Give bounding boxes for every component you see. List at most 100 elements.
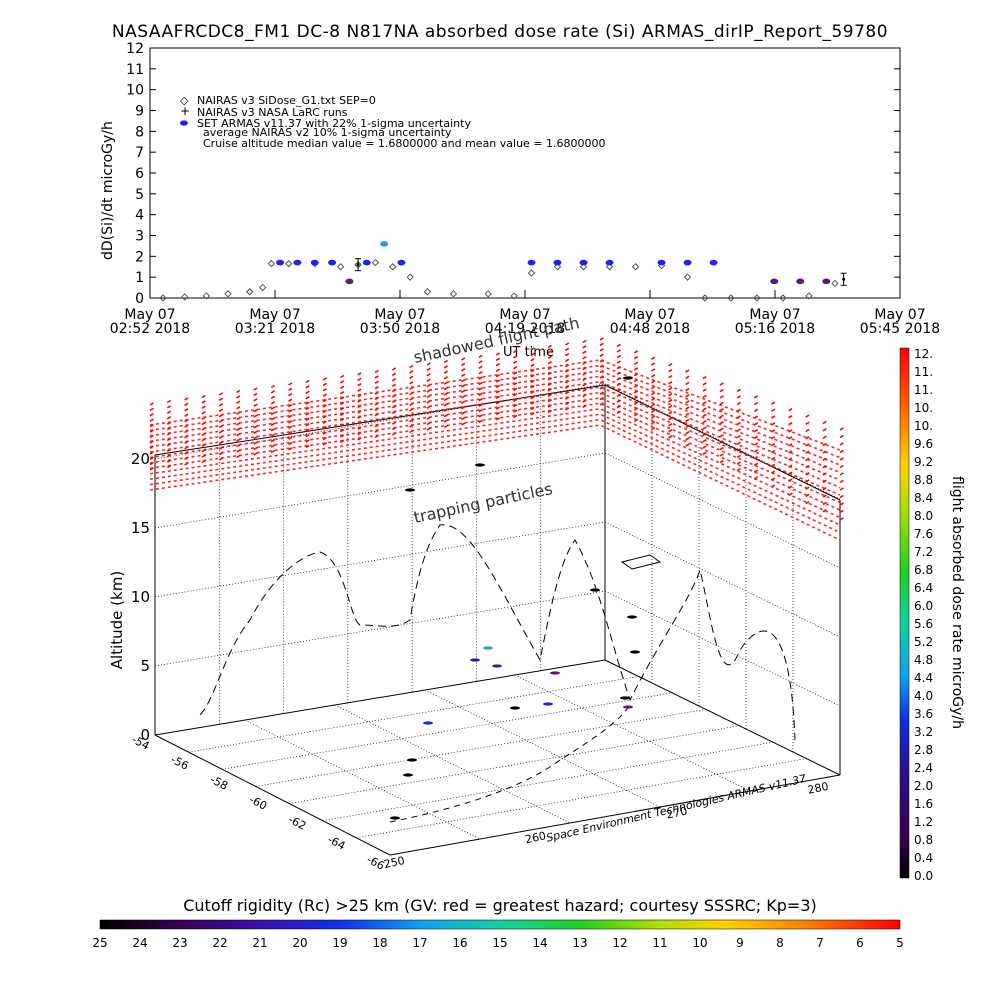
dose-colorbar-label: 11. (914, 383, 933, 397)
dose-marker (510, 706, 520, 710)
dose-colorbar-label: 0.0 (914, 869, 933, 883)
top-y-tick-label: 12 (126, 41, 144, 57)
dose-marker (623, 376, 633, 380)
grid-right-h (604, 521, 841, 638)
mesh-row (149, 352, 846, 454)
armas-point (276, 259, 285, 266)
dose-marker (620, 696, 630, 700)
dose-colorbar-label: 2.4 (914, 761, 933, 775)
top-x-tick-label: 03:21 2018 (235, 321, 315, 337)
grid-back-h (154, 452, 606, 529)
rigidity-colorbar: 25 24 23 22 21 20 19 18 17 16 15 14 13 12 11 10 9 8 7 6 5 (92, 919, 904, 950)
armas-point (527, 259, 536, 266)
legend-item-1: NAIRAS v3 SiDose_G1.txt SEP=0 (197, 94, 376, 107)
nairas-point (202, 292, 211, 300)
dose-colorbar-label: 5.6 (914, 617, 933, 631)
mesh-row (149, 390, 846, 506)
nairas-point (683, 273, 692, 281)
dose-colorbar-label: 11. (914, 365, 933, 379)
grid-floor-a (289, 725, 740, 804)
dose-colorbar-label: 7.2 (914, 545, 933, 559)
avg-point (356, 263, 360, 267)
top-x-tick-label: 04:19 2018 (485, 321, 565, 337)
armas-point (553, 259, 562, 266)
top-y-tick-label: 5 (135, 187, 144, 203)
mesh-row-offset (149, 386, 841, 489)
grid-back-h (154, 383, 606, 460)
top-y-tick-label: 4 (135, 208, 144, 224)
rigidity-colorbar-label: 14 (532, 936, 547, 950)
chart-title: NASAAFRCDC8_FM1 DC-8 N817NA absorbed dos… (111, 22, 889, 42)
dose-colorbar-label: 6.8 (914, 563, 933, 577)
dose-colorbar-label: 0.8 (914, 833, 933, 847)
rigidity-colorbar-label: 12 (612, 936, 627, 950)
rigidity-colorbar-label: 17 (412, 936, 427, 950)
dose-marker (630, 650, 640, 654)
grid-back-h (154, 521, 606, 598)
grid-floor-a (322, 741, 773, 822)
rigidity-colorbar-label: 16 (452, 936, 467, 950)
mesh-row-offset (149, 370, 841, 466)
nairas-point (753, 294, 761, 302)
rigidity-colorbar-label: 10 (692, 936, 707, 950)
rigidity-colorbar-label: 18 (372, 936, 387, 950)
dose-colorbar-label: 10. (914, 419, 933, 433)
top-y-tick-label: 10 (126, 83, 144, 99)
dose-colorbar-label: 4.4 (914, 671, 933, 685)
armas-point (328, 259, 337, 266)
trapping-particles-label: trapping particles (412, 479, 554, 527)
latitude-tick-label: -56 (169, 753, 191, 773)
altitude-tick-label: 0 (140, 726, 150, 744)
top-y-tick-label: 7 (135, 145, 144, 161)
dose-colorbar-label: 8.8 (914, 473, 933, 487)
mesh-row-offset (149, 402, 841, 511)
armas-point (362, 259, 371, 266)
rigidity-colorbar-label: 15 (492, 936, 507, 950)
legend-item-5: Cruise altitude median value = 1.6800000… (203, 137, 606, 150)
three-d-gridlines (154, 383, 841, 840)
mesh-row-offset (149, 424, 841, 541)
mesh-row-offset (149, 391, 841, 496)
dose-marker (550, 671, 560, 675)
nairas-point (180, 293, 189, 301)
rigidity-colorbar-labels: 25 24 23 22 21 20 19 18 17 16 15 14 13 12 11 10 9 8 7 6 5 (92, 936, 903, 950)
nairas-point (285, 259, 293, 268)
mesh-row (149, 341, 846, 439)
mesh-row-offset (149, 359, 841, 451)
legend-armas-icon (180, 120, 188, 126)
grid-back-h (154, 590, 606, 667)
armas-point (293, 259, 302, 266)
altitude-tick-label: 15 (131, 519, 150, 537)
mesh-row-offset (149, 375, 841, 474)
legend-item-2: NAIRAS v3 NASA LaRC runs (197, 106, 348, 119)
dose-colorbar-label: 4.8 (914, 653, 933, 667)
grid-floor-a (188, 676, 639, 753)
longitude-ticks: 250 260 270 280 (383, 780, 830, 871)
dose-colorbar-label: 6.0 (914, 599, 933, 613)
dose-colorbar-label: 6.4 (914, 581, 933, 595)
armas-point (657, 259, 666, 266)
rigidity-colorbar-label: 5 (896, 936, 904, 950)
dose-colorbar-label: 0.4 (914, 851, 933, 865)
top-x-tick-label: May 07 (374, 307, 425, 323)
dose-colorbar-label: 8.0 (914, 509, 933, 523)
top-y-tick-label: 11 (126, 62, 144, 78)
mesh-row-offset (149, 364, 841, 459)
mesh-row-offset (149, 407, 841, 519)
rigidity-colorbar-gradient (99, 919, 901, 930)
nairas-point (406, 273, 414, 281)
dose-marker (423, 721, 433, 725)
grid-right-h (604, 590, 841, 707)
three-d-box (154, 384, 841, 856)
dose-marker (623, 705, 633, 709)
dose-colorbar-label: 1.2 (914, 815, 933, 829)
latitude-ticks: -54-56-58-60-62-64-66 (130, 733, 387, 873)
top-y-tick-label: 6 (135, 166, 144, 182)
trapping-particle-mesh (149, 336, 846, 541)
dose-marker (407, 758, 417, 762)
rigidity-colorbar-label: 22 (212, 936, 227, 950)
dose-colorbar-label: 3.2 (914, 725, 933, 739)
legend-item-4: average NAIRAS v2 10% 1-sigma uncertaint… (203, 126, 452, 139)
legend-item-3: SET ARMAS v11.37 with 22% 1-sigma uncert… (197, 117, 471, 130)
